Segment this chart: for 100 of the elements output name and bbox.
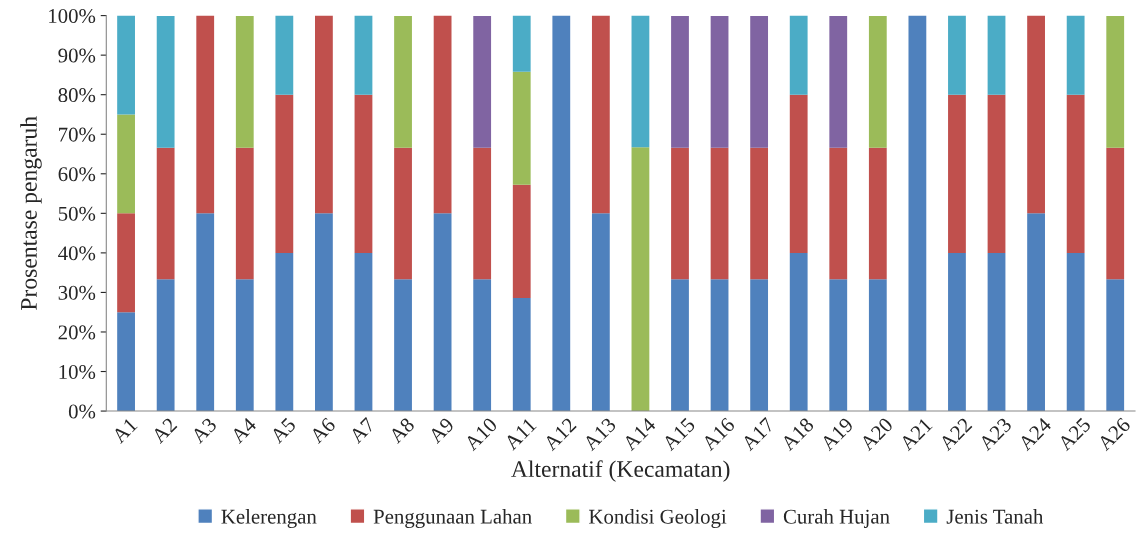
x-tick-label: A20 [859, 416, 894, 452]
bar [710, 15, 729, 148]
y-tick-label: 10% [59, 364, 96, 380]
bar [394, 147, 412, 280]
bar [156, 147, 175, 280]
bar [750, 147, 769, 280]
legend-label: Kelerengan [221, 509, 317, 528]
bar [315, 213, 333, 412]
bar [671, 279, 689, 412]
bar [868, 15, 887, 148]
x-tick-label: A24 [1017, 416, 1053, 452]
bar [433, 213, 452, 412]
x-tick-label: A12 [542, 417, 577, 452]
bar [473, 279, 492, 412]
x-tick-label: A2 [150, 417, 178, 445]
bar [354, 252, 373, 412]
x-tick-label: A7 [348, 416, 376, 445]
x-tick-label: A5 [269, 417, 297, 445]
x-tick-label: A19 [819, 417, 855, 452]
y-tick-label: 50% [58, 206, 96, 221]
bar [354, 15, 373, 95]
bar [789, 252, 808, 412]
bar [710, 147, 729, 280]
y-tick-label: 90% [58, 48, 96, 63]
bar [235, 15, 254, 148]
x-tick-label: A1 [111, 417, 138, 445]
bar [1106, 15, 1125, 148]
x-tick-label: A14 [621, 416, 657, 452]
bar [948, 94, 966, 253]
legend-label: Kondisi Geologi [589, 509, 727, 528]
bar [473, 15, 492, 148]
bar [868, 147, 887, 280]
bar [275, 15, 294, 95]
bar [671, 15, 689, 148]
bar [789, 94, 808, 253]
legend-label: Jenis Tanah [946, 509, 1044, 524]
y-tick-label: 20% [58, 325, 96, 340]
x-tick-label: A25 [1056, 416, 1092, 452]
bar [117, 312, 135, 412]
legend-label: Penggunaan Lahan [373, 509, 532, 528]
bar [315, 15, 333, 214]
bar [117, 15, 135, 115]
x-tick-label: A15 [661, 417, 696, 452]
y-tick-label: 40% [58, 246, 96, 261]
bar [235, 147, 254, 280]
bar [987, 252, 1006, 412]
bar [1066, 252, 1085, 412]
bar [1027, 213, 1045, 412]
x-tick-label: A26 [1096, 416, 1132, 452]
x-tick-label: A23 [977, 416, 1013, 452]
bar [275, 252, 294, 412]
bar [512, 15, 531, 72]
bar [1027, 15, 1045, 214]
bar [433, 15, 452, 214]
x-tick-label: A18 [779, 416, 815, 452]
x-tick-label: A11 [503, 417, 537, 451]
bar [1066, 15, 1085, 95]
x-tick-label: A4 [229, 416, 258, 445]
bar [1106, 147, 1125, 280]
x-tick-label: A13 [582, 416, 617, 452]
bar [552, 15, 571, 412]
bar [156, 279, 175, 412]
y-tick-label: 80% [58, 88, 96, 103]
bar [710, 279, 729, 412]
x-tick-label: A21 [898, 417, 933, 452]
x-tick-label: A22 [938, 417, 973, 452]
y-tick-label: 100% [49, 8, 96, 24]
bar [275, 94, 294, 253]
bar [671, 147, 689, 280]
bar [868, 279, 887, 412]
bar [235, 279, 254, 412]
bar [591, 213, 610, 412]
bar [1106, 279, 1125, 412]
x-tick-label: A8 [387, 416, 416, 445]
bar [354, 94, 373, 253]
legend-label: Curah Hujan [783, 509, 890, 528]
x-axis-title: Alternatif (Kecamatan) [511, 460, 730, 482]
bar [196, 213, 215, 412]
bar [117, 114, 135, 214]
bar [829, 15, 848, 148]
x-tick-label: A16 [700, 416, 736, 452]
bar [829, 279, 848, 412]
bar [591, 15, 610, 214]
bar [750, 15, 769, 148]
y-tick-label: 70% [59, 127, 96, 142]
bar [1066, 94, 1085, 253]
bar [829, 147, 848, 280]
bar [394, 15, 412, 148]
bar [117, 213, 135, 313]
bar [789, 15, 808, 95]
y-tick-label: 0% [68, 404, 96, 419]
bar [394, 279, 412, 412]
y-axis-title: Prosentase pengaruh [20, 116, 42, 311]
bar [987, 15, 1006, 95]
bar [948, 252, 966, 412]
bar [196, 15, 215, 214]
bar [987, 94, 1006, 253]
bar [156, 15, 175, 148]
bar [948, 15, 966, 95]
bar [631, 15, 650, 148]
